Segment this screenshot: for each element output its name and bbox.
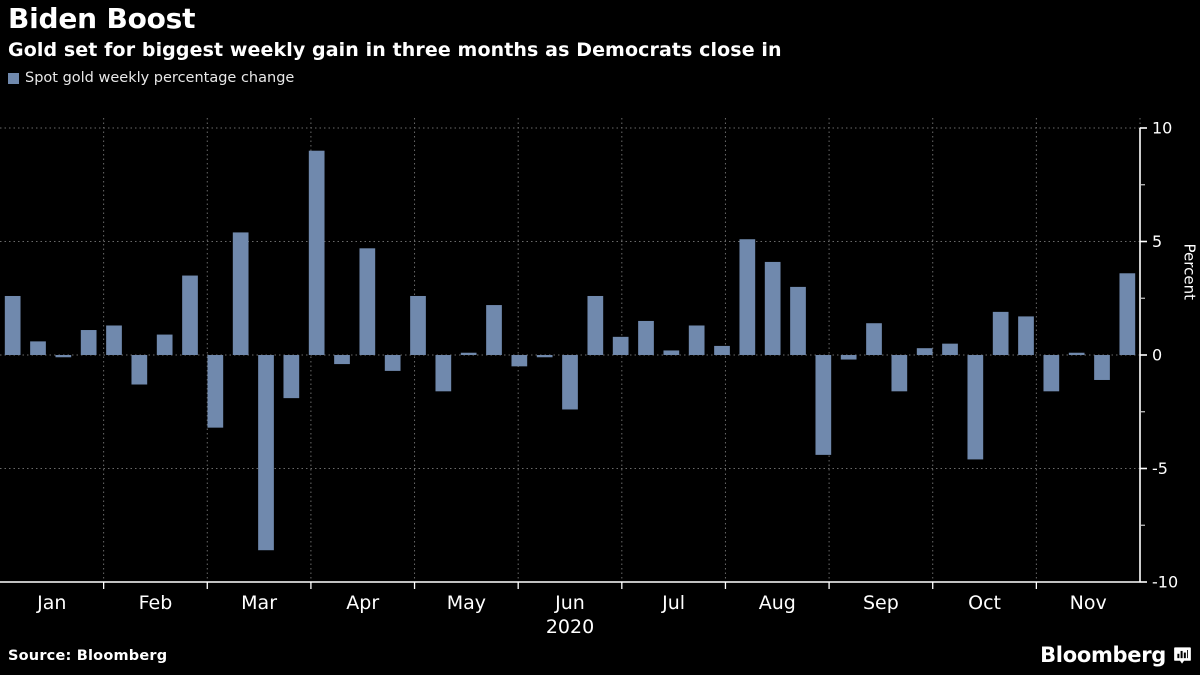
x-tick-label-month: Jun bbox=[554, 592, 585, 614]
x-tick-label-month: Aug bbox=[759, 592, 796, 614]
bar bbox=[714, 345, 730, 355]
x-axis-year-label: 2020 bbox=[546, 616, 594, 638]
bar bbox=[866, 323, 882, 355]
bar bbox=[359, 248, 376, 355]
bar bbox=[1018, 316, 1034, 355]
x-tick-label-month: Feb bbox=[139, 592, 173, 614]
bar bbox=[410, 295, 426, 355]
bar bbox=[334, 355, 350, 365]
source-label: Source: Bloomberg bbox=[8, 648, 168, 664]
chart-legend: Spot gold weekly percentage change bbox=[8, 70, 1188, 86]
brand-name: Bloomberg bbox=[1040, 643, 1166, 667]
bar bbox=[688, 325, 705, 355]
y-tick-label: 5 bbox=[1152, 232, 1162, 251]
bar bbox=[992, 311, 1009, 355]
bar bbox=[536, 355, 553, 358]
bar bbox=[308, 150, 325, 355]
bar bbox=[840, 355, 857, 360]
bar bbox=[384, 355, 401, 371]
bar bbox=[511, 355, 528, 367]
bar bbox=[1119, 273, 1136, 355]
bar bbox=[638, 320, 654, 355]
bar bbox=[739, 239, 756, 355]
bar bbox=[891, 355, 908, 392]
page-subtitle: Gold set for biggest weekly gain in thre… bbox=[8, 39, 782, 61]
bar bbox=[55, 355, 72, 358]
bar bbox=[4, 295, 21, 355]
bar bbox=[283, 355, 300, 399]
bar bbox=[612, 336, 629, 355]
bar bbox=[207, 355, 224, 428]
x-tick-label-month: Nov bbox=[1070, 592, 1107, 614]
bar bbox=[1043, 355, 1060, 392]
x-tick-label-month: Oct bbox=[968, 592, 1001, 614]
bar bbox=[663, 350, 680, 355]
bloomberg-brand: Bloomberg bbox=[1040, 643, 1192, 667]
bar bbox=[967, 355, 984, 460]
bar bbox=[258, 355, 274, 551]
y-tick-label: 0 bbox=[1152, 346, 1162, 365]
bar bbox=[764, 261, 781, 355]
bar bbox=[587, 295, 604, 355]
y-tick-label: -10 bbox=[1152, 573, 1178, 592]
bar bbox=[30, 341, 46, 355]
bar bbox=[486, 305, 502, 355]
chart-header: Biden Boost Gold set for biggest weekly … bbox=[8, 2, 1188, 86]
x-tick-label-month: Jan bbox=[36, 592, 66, 614]
x-tick-label-month: Mar bbox=[241, 592, 277, 614]
y-axis-ticks-group: 10 5 0 -5 -10 bbox=[1140, 119, 1178, 592]
x-tick-label-month: Apr bbox=[346, 592, 379, 614]
legend-swatch-icon bbox=[8, 72, 19, 84]
bars-group bbox=[4, 150, 1136, 551]
bar bbox=[916, 348, 933, 355]
bloomberg-logo-icon bbox=[1174, 646, 1191, 664]
y-tick-label: 10 bbox=[1152, 119, 1172, 138]
bar bbox=[1068, 352, 1085, 355]
x-tick-label-month: May bbox=[447, 592, 486, 614]
bar bbox=[156, 334, 173, 355]
page-title: Biden Boost bbox=[8, 2, 196, 35]
x-tick-label-month: Jul bbox=[661, 592, 685, 614]
bar bbox=[562, 355, 578, 410]
legend-label: Spot gold weekly percentage change bbox=[25, 70, 295, 86]
bar bbox=[942, 343, 958, 355]
bar bbox=[815, 355, 832, 455]
chart-footer: Source: Bloomberg Bloomberg bbox=[0, 641, 1200, 675]
bar bbox=[790, 286, 806, 355]
bar bbox=[232, 232, 249, 355]
bar bbox=[1094, 355, 1110, 380]
bar bbox=[182, 275, 198, 355]
bar bbox=[106, 325, 122, 355]
x-tick-label-month: Sep bbox=[863, 592, 899, 614]
bar bbox=[80, 330, 97, 355]
bar bbox=[460, 352, 477, 355]
bar bbox=[131, 355, 148, 385]
y-axis-title: Percent bbox=[1180, 243, 1198, 300]
bar bbox=[435, 355, 452, 392]
y-tick-label: -5 bbox=[1152, 459, 1168, 478]
